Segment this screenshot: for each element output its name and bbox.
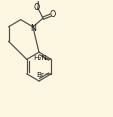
Text: N: N [30, 24, 36, 33]
Text: H₂N: H₂N [33, 55, 46, 61]
Text: O: O [49, 10, 55, 19]
Text: O: O [33, 3, 39, 12]
Text: Br: Br [36, 72, 44, 78]
